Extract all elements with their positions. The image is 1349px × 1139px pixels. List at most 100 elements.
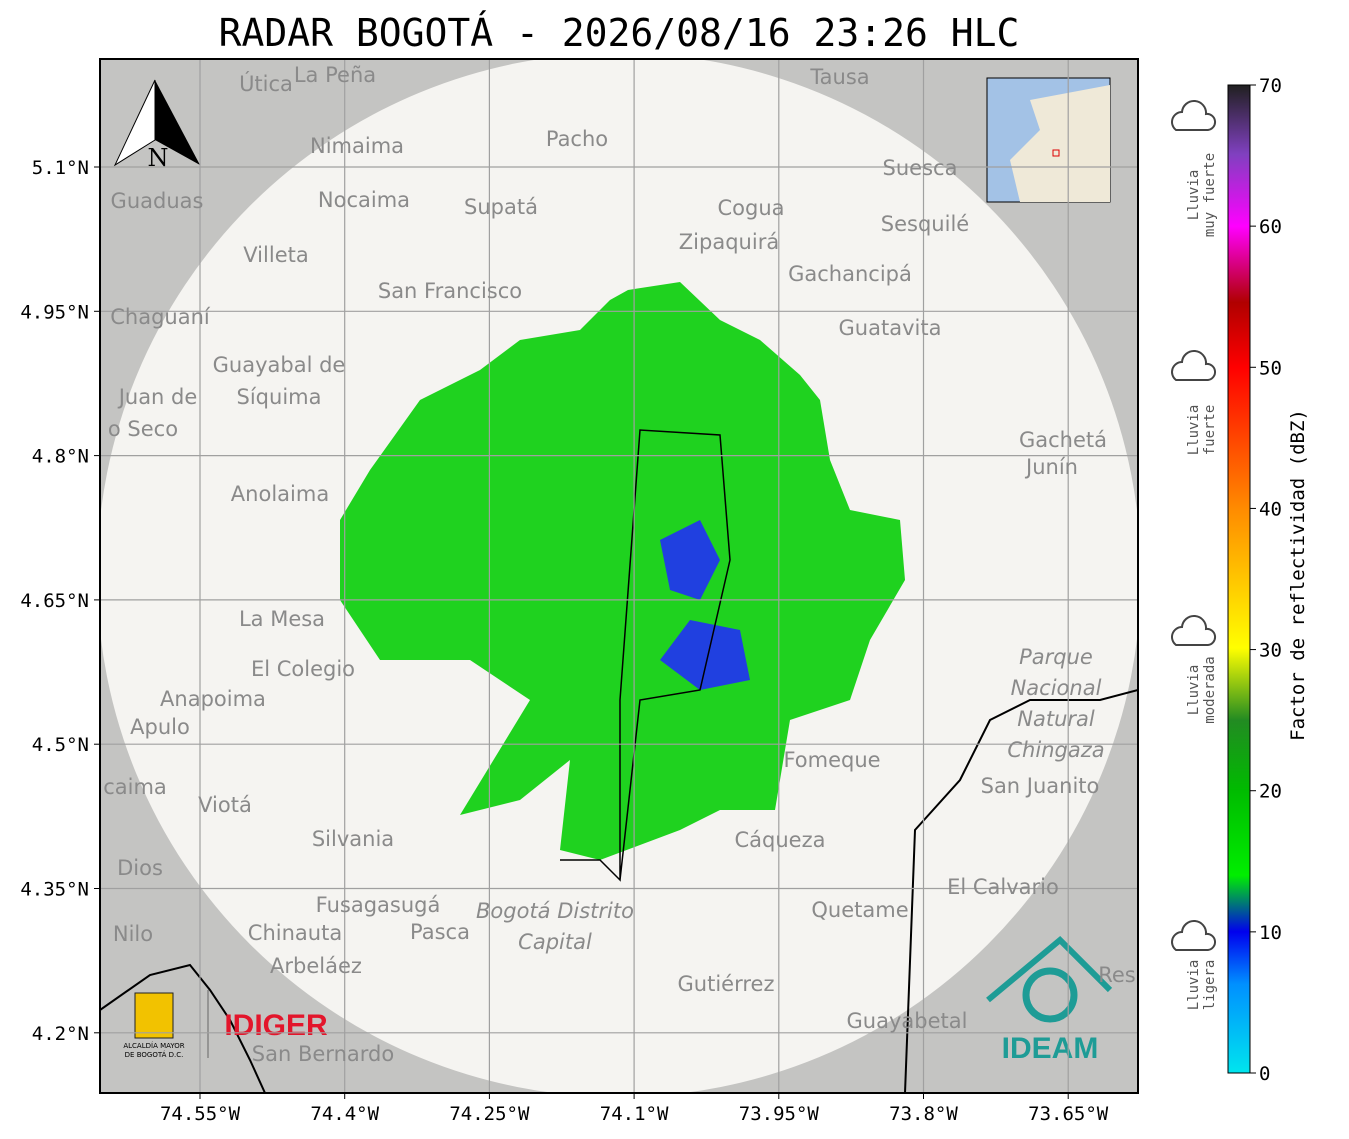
idiger-logo: IDIGER <box>224 1009 328 1042</box>
park-label: Nacional <box>1011 676 1102 700</box>
place-label: Arbeláez <box>270 954 362 978</box>
place-label: Cogua <box>717 196 784 220</box>
place-label: Supatá <box>464 195 538 219</box>
place-label: El Calvario <box>947 875 1059 899</box>
rain-legend-label: Lluvia <box>1186 665 1202 716</box>
district-label: Bogotá Distrito <box>476 899 634 923</box>
colorbar-tick-label: 30 <box>1259 640 1282 662</box>
graticule <box>100 59 1138 1093</box>
lat-tick-label: 4.2°N <box>32 1023 89 1045</box>
colorbar-tick-label: 70 <box>1259 75 1282 97</box>
colorbar-tick-label: 60 <box>1259 216 1282 238</box>
park-label: Parque <box>1019 645 1093 669</box>
place-label: Gachancipá <box>788 262 912 286</box>
colorbar-tick-label: 10 <box>1259 922 1282 944</box>
place-label: El Colegio <box>251 657 355 681</box>
rain-legend-label: muy fuerte <box>1202 153 1218 237</box>
alcaldia-text: DE BOGOTÁ D.C. <box>125 1050 184 1059</box>
rain-icon <box>1171 350 1217 381</box>
district-boundary <box>560 429 731 882</box>
place-label: Nimaima <box>310 134 404 158</box>
place-label: Tausa <box>809 65 869 89</box>
park-label: Natural <box>1017 707 1095 731</box>
lat-tick-label: 4.8°N <box>32 446 89 468</box>
place-label: Viotá <box>198 793 252 817</box>
colorbar <box>1227 84 1251 1074</box>
colorbar-tick-label: 40 <box>1259 498 1282 520</box>
rain-legend-label: fuerte <box>1202 405 1218 456</box>
place-label: Gachetá <box>1019 428 1107 452</box>
inset-land <box>1010 85 1110 202</box>
place-label: Síquima <box>237 385 322 409</box>
north-label: N <box>148 144 169 172</box>
alcaldia-shield <box>134 992 174 1039</box>
place-label: Útica <box>239 71 293 96</box>
place-label: Fusagasugá <box>316 893 441 917</box>
place-label: Gutiérrez <box>678 972 775 996</box>
place-label: La Peña <box>294 63 376 87</box>
place-label: San Bernardo <box>252 1042 394 1066</box>
rain-legend-label: Lluvia <box>1186 960 1202 1011</box>
rain-legend-label: Lluvia <box>1186 405 1202 456</box>
place-label: Suesca <box>883 156 958 180</box>
place-label: Nocaima <box>318 188 410 212</box>
radar-echo <box>340 282 905 860</box>
place-label: La Mesa <box>239 607 325 631</box>
lon-tick-label: 74.1°W <box>600 1103 669 1125</box>
place-label: Anolaima <box>231 482 329 506</box>
lat-tick-label: 4.65°N <box>20 590 89 612</box>
place-label: San Francisco <box>378 279 522 303</box>
place-labels: Útica La Peña Tausa Pacho Nimaima Suesca Guadu… <box>103 63 1136 1066</box>
colorbar-label: Factor de reflectividad (dBZ) <box>1287 409 1309 741</box>
place-label: Pacho <box>546 127 608 151</box>
alcaldia-text: ALCALDÍA MAYOR <box>123 1041 184 1050</box>
colorbar-tick-label: 20 <box>1259 781 1282 803</box>
place-label: Cáqueza <box>735 828 826 852</box>
place-label: Zipaquirá <box>679 230 779 254</box>
place-label: Chaguaní <box>110 305 211 329</box>
title: RADAR BOGOTÁ - 2026/08/16 23:26 HLC <box>219 11 1020 55</box>
ideam-roof <box>986 935 1113 1003</box>
rain-icon <box>1171 100 1217 131</box>
rain-legend-label: moderada <box>1202 656 1218 723</box>
place-label: Guaduas <box>111 189 204 213</box>
lat-tick-label: 4.35°N <box>20 879 89 901</box>
place-label: Apulo <box>130 715 190 739</box>
ideam-swirl <box>1022 967 1078 1023</box>
place-label: Res <box>1098 963 1136 987</box>
rain-icon <box>1171 615 1217 646</box>
place-label: o Seco <box>108 417 178 441</box>
place-label: Silvania <box>312 827 394 851</box>
rain-legend-label: Lluvia <box>1186 170 1202 221</box>
district-label: Capital <box>518 930 592 954</box>
place-label: Fomeque <box>783 748 880 772</box>
place-label: Chinauta <box>248 921 342 945</box>
place-label: Guayabetal <box>847 1009 968 1033</box>
radar-echo-weak <box>660 520 750 690</box>
inset-marker <box>1052 149 1060 157</box>
rain-legend-label: ligera <box>1202 960 1218 1011</box>
boundary <box>904 689 1138 1093</box>
place-label: Dios <box>117 856 163 880</box>
lat-tick-label: 4.95°N <box>20 301 89 323</box>
place-label: Guayabal de <box>213 353 346 377</box>
place-label: Junín <box>1024 455 1078 479</box>
lon-tick-label: 73.8°W <box>889 1103 958 1125</box>
lon-tick-label: 73.65°W <box>1028 1103 1109 1125</box>
map-frame <box>99 58 1139 1094</box>
map: N ALCALDÍA MAYOR DE BOGOTÁ D.C. IDIGER I… <box>100 59 1138 1093</box>
place-label: caima <box>103 775 167 799</box>
place-label: Pasca <box>410 920 470 944</box>
place-label: Villeta <box>243 243 308 267</box>
place-label: Guatavita <box>839 316 942 340</box>
lat-tick-label: 5.1°N <box>32 157 89 179</box>
lon-tick-label: 74.4°W <box>310 1103 379 1125</box>
colorbar-tick-label: 0 <box>1259 1063 1270 1085</box>
rain-icon <box>1171 920 1217 951</box>
place-label: Juan de <box>117 385 198 409</box>
park-label: Chingaza <box>1007 738 1104 762</box>
place-label: Sesquilé <box>881 212 969 236</box>
lon-tick-label: 73.95°W <box>739 1103 820 1125</box>
colorbar-tick-label: 50 <box>1259 357 1282 379</box>
